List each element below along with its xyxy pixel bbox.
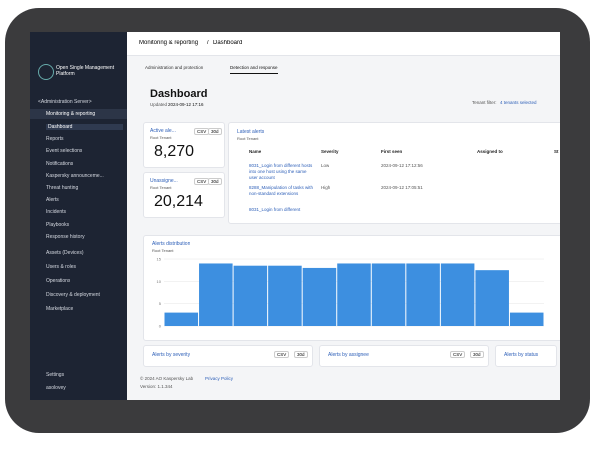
widget-title[interactable]: Alerts by severity	[152, 352, 191, 358]
bottom-widget: Alerts by status	[495, 345, 557, 367]
bar	[371, 263, 406, 326]
nav-subitem[interactable]: Kaspersky announceme...	[46, 172, 104, 179]
screen: Open Single Management Platform <Adminis…	[30, 32, 560, 400]
tenant-filter[interactable]: 4 tenants selected	[500, 100, 537, 105]
column-header: Severity	[321, 149, 339, 154]
privacy-link[interactable]: Privacy Policy	[205, 376, 234, 381]
column-header: St	[554, 149, 559, 154]
y-tick-label: 0	[159, 324, 162, 329]
latest-alerts-tenant: Root Tenant	[237, 136, 259, 141]
column-header: Assigned to	[477, 149, 503, 154]
bar	[406, 263, 440, 326]
product-name: Open Single Management Platform	[56, 65, 115, 77]
counter-value: 20,214	[154, 193, 203, 210]
tab-active[interactable]: Detection and response	[230, 65, 278, 74]
section-item[interactable]: Monitoring & reporting	[46, 111, 96, 117]
y-tick-label: 15	[157, 257, 162, 262]
nav-subitem[interactable]: Playbooks	[46, 221, 70, 228]
bar	[302, 267, 337, 326]
alert-name[interactable]: 8031_Login from different hosts into one…	[249, 163, 313, 179]
updated: 2024-09-12 17:16	[168, 102, 204, 107]
counter-widget: Unassigne... CSV 30d Root Tenant 20,214	[143, 172, 225, 218]
bar	[440, 263, 475, 326]
nav-subitem[interactable]: Incidents	[46, 209, 67, 216]
logo	[38, 64, 54, 80]
widget-tenant: Root Tenant	[150, 185, 172, 190]
bar	[509, 312, 544, 326]
column-header: Name	[249, 149, 262, 154]
counter-value: 8,270	[154, 143, 195, 160]
period-button[interactable]: 30d	[294, 351, 308, 358]
alert-cell: High	[321, 185, 331, 190]
alert-cell: 2024-09-12 17:05:51	[381, 185, 423, 190]
bar	[475, 270, 509, 326]
tenant-filter-label: Tenant filter:	[472, 100, 497, 105]
active-section-bg	[30, 109, 127, 119]
nav-subitem[interactable]: Response history	[46, 233, 85, 240]
nav-subitem[interactable]: Threat hunting	[46, 185, 79, 191]
export-button[interactable]: CSV	[194, 178, 210, 185]
latest-alerts-title[interactable]: Latest alerts	[237, 129, 265, 135]
alerts-distribution: Alerts distribution Root Tenant 0 5 10 15	[143, 235, 560, 341]
widget-title[interactable]: Alerts by status	[504, 352, 539, 358]
widget-title[interactable]: Active ale...	[150, 128, 176, 134]
chart-title[interactable]: Alerts distribution	[152, 241, 191, 247]
updated-label: Updated	[150, 102, 168, 107]
bar	[199, 263, 233, 326]
bar	[268, 265, 302, 326]
y-tick-label: 5	[159, 301, 162, 306]
nav-bottom[interactable]: asolovey	[46, 385, 66, 391]
bottom-widget: Alerts by assignee CSV 30d	[319, 345, 489, 367]
counter-widget: Active ale... CSV 30d Root Tenant 8,270	[143, 122, 225, 168]
period-button[interactable]: 30d	[208, 178, 222, 185]
nav-subitem[interactable]: Reports	[46, 136, 64, 143]
tab[interactable]: Administration and protection	[145, 65, 204, 70]
export-button[interactable]: CSV	[194, 128, 210, 135]
server-item[interactable]: <Administration Server>	[38, 99, 92, 105]
export-button[interactable]: CSV	[274, 351, 290, 358]
nav-subitem[interactable]: Event selections	[46, 148, 83, 155]
breadcrumb-sep: /	[207, 40, 209, 46]
export-button[interactable]: CSV	[450, 351, 466, 358]
topbar: Monitoring & reporting / Dashboard	[127, 32, 560, 56]
period-button[interactable]: 30d	[208, 128, 222, 135]
nav-subitem[interactable]: Alerts	[46, 197, 59, 204]
nav-item[interactable]: Marketplace	[46, 306, 74, 312]
period-button[interactable]: 30d	[470, 351, 484, 358]
alert-cell: 2024-09-12 17:12:56	[381, 163, 423, 168]
bottom-widget: Alerts by severity CSV 30d	[143, 345, 313, 367]
nav-subitem[interactable]: Notifications	[46, 160, 74, 167]
nav-bottom[interactable]: Settings	[46, 372, 65, 378]
nav-subitem[interactable]: Dashboard	[46, 124, 123, 130]
breadcrumb-page: Dashboard	[213, 40, 243, 46]
alert-name[interactable]: 8288_Manipulation of tasks with non-stan…	[249, 185, 314, 196]
nav-item[interactable]: Operations	[46, 278, 71, 284]
chart-tenant: Root Tenant	[152, 248, 174, 253]
y-tick-label: 10	[157, 279, 162, 284]
alert-cell: Low	[321, 163, 330, 168]
widget-title[interactable]: Unassigne...	[150, 178, 178, 184]
nav-item[interactable]: Users & roles	[46, 264, 77, 270]
nav-item[interactable]: Assets (Devices)	[46, 250, 84, 256]
nav-item[interactable]: Discovery & deployment	[46, 292, 100, 298]
alert-name[interactable]: 8031_Login from different	[249, 207, 301, 212]
version: Version: 1.1.344	[140, 384, 173, 389]
bar	[337, 263, 371, 326]
column-header: First seen	[381, 149, 403, 154]
bar	[164, 312, 199, 326]
chart: 0 5 10 15	[157, 257, 544, 329]
latest-alerts: Latest alerts Root Tenant Name Severity Fi…	[228, 122, 560, 224]
copyright: © 2024 AO Kaspersky Lab	[140, 376, 194, 381]
page-title: Dashboard	[150, 88, 208, 100]
widget-title[interactable]: Alerts by assignee	[328, 352, 369, 358]
breadcrumb[interactable]: Monitoring & reporting	[139, 40, 199, 46]
widget-tenant: Root Tenant	[150, 135, 172, 140]
bar	[233, 265, 268, 326]
sidebar: Open Single Management Platform <Adminis…	[30, 32, 127, 400]
